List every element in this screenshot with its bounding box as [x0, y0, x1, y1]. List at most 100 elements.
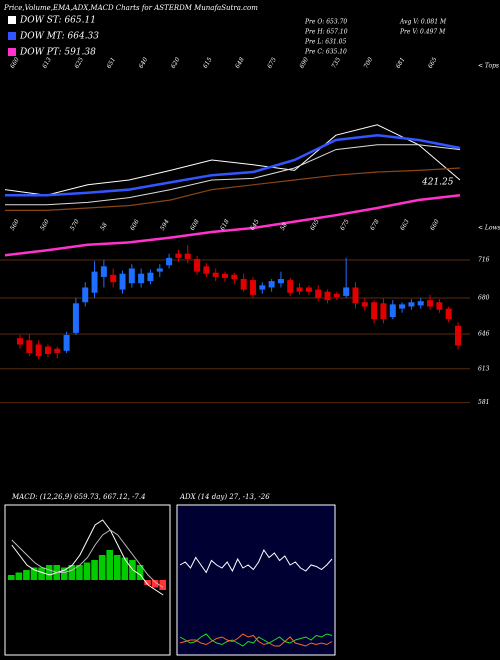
candle-body [166, 257, 173, 266]
candle-body [455, 325, 461, 346]
rotated-label: 681 [395, 56, 407, 69]
candle-body [445, 308, 452, 320]
histogram-bar [68, 565, 76, 580]
info-left: Pre H: 657.10 [304, 29, 348, 36]
legend-label: DOW PT: 591.38 [19, 48, 96, 58]
candle-body [128, 268, 135, 284]
histogram-bar [30, 567, 38, 580]
candle-body [436, 302, 443, 310]
candle-body [222, 273, 229, 278]
rotated-label: 700 [363, 56, 375, 70]
rotated-label: 660 [429, 218, 441, 232]
rotated-label: 58 [99, 221, 109, 231]
macd-line [11, 529, 164, 588]
legend-swatch [8, 16, 16, 24]
rotated-label: 645 [249, 218, 261, 232]
candle-body [44, 346, 51, 355]
histogram-bar [106, 550, 113, 580]
candle-body [72, 303, 79, 333]
candle-body [287, 280, 294, 293]
candle-body [380, 303, 387, 320]
candle-body [240, 279, 247, 290]
rotated-label: 570 [69, 218, 81, 232]
info-right: Pre V: 0.497 M [399, 29, 446, 36]
rotated-label: 58 [279, 221, 289, 231]
rotated-label: 620 [170, 56, 182, 70]
candle-body [408, 302, 415, 307]
histogram-bar [15, 572, 23, 580]
rotated-label: 606 [129, 218, 141, 232]
histogram-bar [159, 580, 166, 590]
adx-label: ADX (14 day) 27, -13, -26 [179, 493, 270, 501]
candle-body [35, 344, 42, 357]
candle-body [417, 301, 424, 306]
rotated-label: 675 [339, 218, 351, 232]
adx-panel [176, 504, 336, 656]
rotated-label: 594 [159, 218, 171, 232]
candle-body [371, 302, 378, 320]
candle-body [389, 304, 396, 318]
y-tick-label: 613 [478, 365, 490, 372]
legend-swatch [8, 32, 16, 40]
rotated-label: 651 [105, 56, 117, 69]
adx-line [179, 633, 333, 647]
rotated-label: 613 [41, 56, 53, 70]
legend-swatch [8, 48, 16, 56]
histogram-bar [91, 560, 98, 580]
legend-label: DOW MT: 664.33 [19, 32, 99, 42]
ema-line [4, 124, 461, 196]
rotated-label: 665 [427, 56, 439, 70]
candle-body [138, 273, 145, 284]
histogram-bar [61, 567, 68, 580]
candle-body [427, 300, 434, 307]
rotated-label: 648 [234, 56, 246, 70]
info-right: Avg V: 0.081 M [399, 19, 447, 26]
y-tick-label: 680 [478, 295, 490, 302]
histogram-bar [136, 565, 144, 580]
ema-line [5, 144, 461, 206]
info-left: Pre O: 653.70 [304, 19, 347, 26]
rotated-label: 560 [9, 218, 21, 232]
legend-label: DOW ST: 665.11 [19, 16, 96, 26]
candle-body [268, 281, 275, 288]
candle-body [54, 348, 61, 353]
histogram-bar [76, 565, 83, 580]
rotated-label: 660 [9, 56, 21, 70]
histogram-bar [8, 575, 15, 580]
candle-body [343, 287, 350, 296]
rotated-label: 608 [189, 218, 201, 232]
histogram-bar [121, 557, 129, 580]
candle-body [399, 304, 406, 309]
candle-body [91, 271, 98, 293]
y-tick-label: 716 [478, 257, 490, 264]
candle-body [361, 302, 368, 307]
histogram-bar [83, 562, 91, 580]
candle-body [110, 274, 117, 283]
candle-body [63, 335, 70, 351]
candle-body [26, 340, 33, 353]
adx-line [179, 548, 333, 574]
candle-body [277, 279, 284, 284]
histogram-bar [38, 567, 45, 580]
rotated-label: 690 [298, 56, 310, 70]
histogram-bar [151, 580, 159, 588]
y-tick-label: 646 [478, 330, 490, 337]
info-left: Pre C: 635.10 [304, 49, 347, 56]
candle-body [194, 258, 201, 272]
histogram-bar [144, 580, 151, 585]
annotation: 421.25 [421, 178, 454, 188]
rotated-label: 678 [369, 218, 381, 232]
candle-body [305, 287, 312, 292]
rotated-label: 640 [138, 56, 150, 70]
histogram-bar [114, 555, 121, 580]
candle-body [333, 293, 340, 297]
candle-body [156, 268, 163, 272]
ema-line [4, 193, 461, 257]
rotated-label: 675 [266, 56, 278, 70]
info-left: Pre L: 631.05 [304, 39, 346, 46]
note: < Lows [478, 225, 500, 232]
macd-label: MACD: (12,26,9) 659.73, 667.12, -7.4 [11, 493, 146, 501]
rotated-label: 663 [399, 218, 411, 232]
candle-body [82, 287, 89, 303]
adx-line [179, 633, 333, 647]
